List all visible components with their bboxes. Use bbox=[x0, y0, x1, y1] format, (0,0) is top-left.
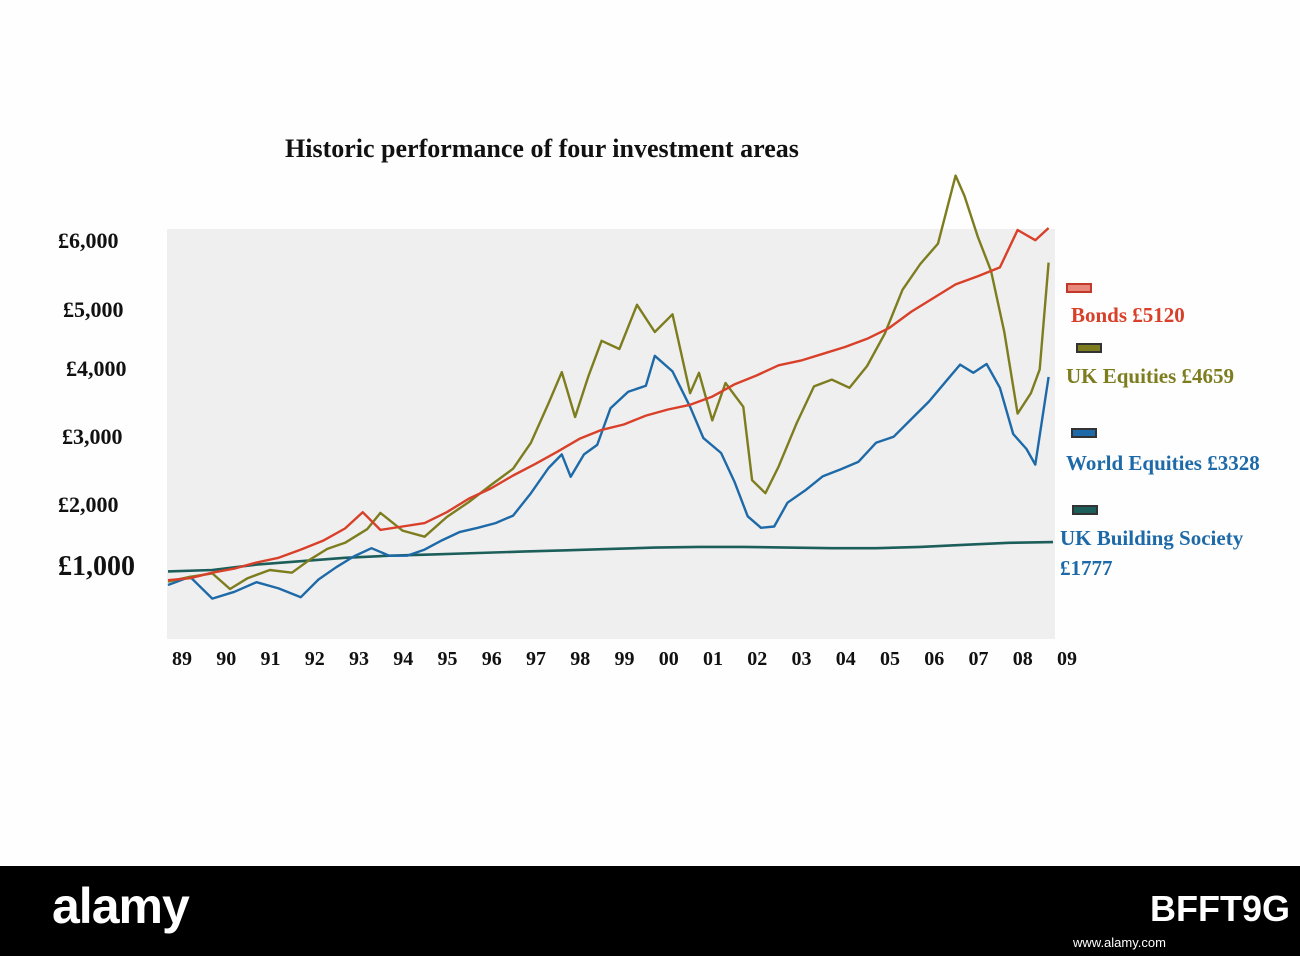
series-line-uk-equities bbox=[167, 174, 1050, 591]
legend-swatch-uk-building-society bbox=[1072, 505, 1098, 515]
y-tick-label: £2,000 bbox=[58, 492, 119, 517]
x-tick-label: 97 bbox=[526, 648, 546, 670]
image-id: BFFT9G bbox=[1150, 888, 1290, 929]
legend-label-uk-equities: UK Equities £4659 bbox=[1066, 364, 1235, 388]
legend-swatch-uk-equities bbox=[1076, 343, 1102, 353]
x-tick-label: 02 bbox=[747, 648, 768, 670]
alamy-url: www.alamy.com bbox=[1073, 935, 1166, 950]
x-tick-label: 09 bbox=[1057, 648, 1077, 670]
x-tick-label: 07 bbox=[968, 648, 989, 670]
legend-label-bonds: Bonds £5120 bbox=[1071, 303, 1185, 327]
x-tick-label: 95 bbox=[437, 648, 458, 670]
series-line-world-equities bbox=[167, 354, 1050, 600]
x-tick-label: 04 bbox=[835, 648, 856, 670]
y-tick-label: £3,000 bbox=[62, 424, 123, 449]
x-tick-label: 99 bbox=[614, 648, 635, 670]
x-tick-label: 90 bbox=[216, 648, 237, 670]
y-tick-label: £5,000 bbox=[63, 297, 124, 322]
plot-area bbox=[167, 229, 1055, 639]
x-tick-label: 94 bbox=[393, 648, 414, 670]
x-tick-label: 00 bbox=[658, 648, 679, 670]
x-tick-label: 98 bbox=[570, 648, 591, 670]
x-tick-label: 96 bbox=[481, 648, 502, 670]
legend-label-world-equities: World Equities £3328 bbox=[1066, 451, 1260, 475]
y-tick-label: £1,000 bbox=[58, 551, 135, 582]
x-tick-label: 03 bbox=[791, 648, 812, 670]
x-tick-label: 05 bbox=[880, 648, 900, 670]
y-tick-label: £6,000 bbox=[58, 228, 119, 253]
x-tick-label: 92 bbox=[304, 648, 325, 670]
x-tick-label: 93 bbox=[349, 648, 369, 670]
series-line-bonds bbox=[167, 227, 1050, 582]
x-tick-label: 06 bbox=[924, 648, 945, 670]
series-line-uk-building-society bbox=[167, 540, 1054, 573]
x-tick-label: 89 bbox=[172, 648, 192, 670]
x-tick-label: 08 bbox=[1012, 648, 1033, 670]
y-tick-label: £4,000 bbox=[66, 356, 127, 381]
chart-title: Historic performance of four investment … bbox=[285, 134, 799, 163]
chart-canvas: Historic performance of four investment … bbox=[58, 134, 1260, 670]
alamy-logo: alamy bbox=[52, 878, 190, 934]
legend-label-uk-building-society-value: £1777 bbox=[1060, 556, 1113, 580]
legend-swatch-bonds bbox=[1066, 283, 1092, 293]
legend-label-uk-building-society: UK Building Society bbox=[1060, 526, 1244, 550]
watermark-bar bbox=[0, 866, 1300, 956]
line-chart bbox=[167, 174, 1054, 600]
legend-swatch-world-equities bbox=[1071, 428, 1097, 438]
x-tick-label: 91 bbox=[260, 648, 281, 670]
x-tick-label: 01 bbox=[703, 648, 723, 670]
